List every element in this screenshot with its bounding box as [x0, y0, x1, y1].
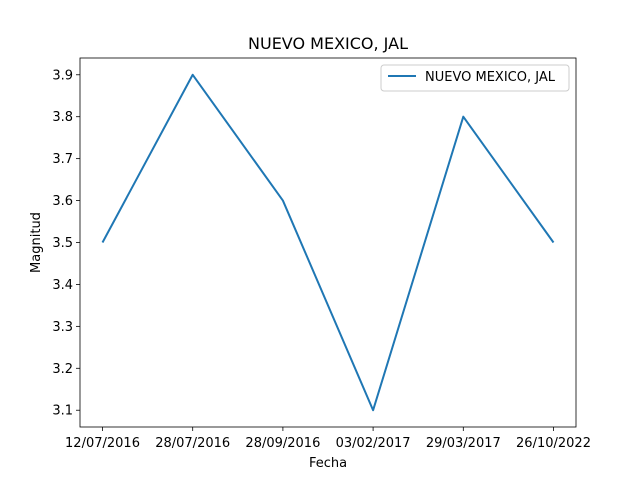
legend-box — [380, 64, 570, 92]
y-tick-label: 3.3 — [52, 320, 73, 335]
x-tick-label: 28/09/2016 — [245, 436, 320, 451]
x-tick-label: 26/10/2022 — [516, 436, 591, 451]
series-line — [101, 73, 555, 412]
y-tick-label: 3.6 — [52, 194, 73, 209]
y-tick-label: 3.2 — [52, 362, 73, 377]
legend-label: NUEVO MEXICO, JAL — [425, 70, 556, 85]
y-tick-label: 3.4 — [52, 278, 73, 293]
y-axis-title: Magnitud — [29, 212, 44, 273]
x-tick-label: 03/02/2017 — [336, 436, 411, 451]
y-tick-label: 3.9 — [52, 68, 73, 83]
y-axis: 3.1 3.2 3.3 3.4 3.5 3.6 3.7 3.8 3.9 — [52, 68, 80, 419]
x-tick-label: 29/03/2017 — [426, 436, 501, 451]
x-axis: 12/07/2016 28/07/2016 28/09/2016 03/02/2017… — [65, 427, 591, 451]
y-tick-label: 3.7 — [52, 152, 73, 167]
series-layer — [101, 73, 555, 412]
plot-area — [79, 57, 577, 428]
y-tick-label: 3.5 — [52, 236, 73, 251]
legend: NUEVO MEXICO, JAL — [380, 64, 570, 92]
chart-title: NUEVO MEXICO, JAL — [248, 34, 408, 53]
y-tick-label: 3.1 — [52, 404, 73, 419]
y-tick-label: 3.8 — [52, 110, 73, 125]
x-tick-label: 28/07/2016 — [155, 436, 230, 451]
x-tick-label: 12/07/2016 — [65, 436, 140, 451]
x-axis-title: Fecha — [309, 456, 347, 471]
